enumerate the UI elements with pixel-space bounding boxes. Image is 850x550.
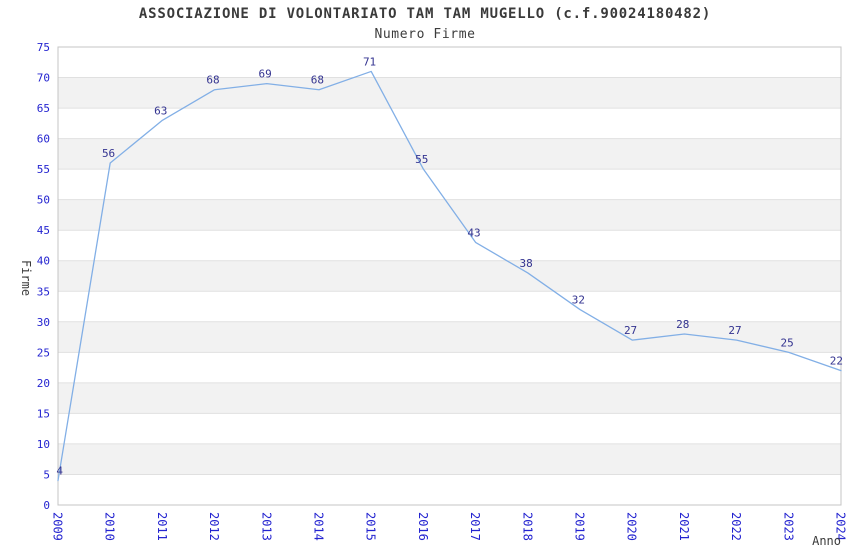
y-tick-label: 20: [37, 377, 50, 390]
point-label: 69: [259, 68, 272, 81]
x-tick-label: 2016: [416, 512, 430, 541]
plot-band: [58, 138, 841, 170]
x-tick-label: 2018: [520, 512, 534, 541]
plot-bands: [58, 47, 841, 505]
point-label: 22: [830, 355, 843, 368]
plot-band: [58, 230, 841, 261]
x-tick-label: 2020: [625, 512, 639, 541]
plot-band: [58, 474, 841, 505]
plot-band: [58, 260, 841, 292]
x-tick-labels: 2009 2010 2011 2012 2013 2014 2015 2016 2017 2018…: [51, 512, 848, 541]
point-label: 68: [206, 74, 219, 87]
chart-title: ASSOCIAZIONE DI VOLONTARIATO TAM TAM MUG…: [138, 6, 712, 22]
y-tick-label: 25: [37, 346, 50, 359]
y-tick-label: 0: [43, 499, 50, 512]
plot-band: [58, 321, 841, 353]
plot-border: [57, 46, 842, 506]
y-tick-label: 65: [37, 102, 50, 115]
x-tick-label: 2010: [103, 512, 117, 541]
y-tick-label: 70: [37, 72, 50, 85]
y-tick-label: 55: [37, 163, 50, 176]
y-tick-label: 30: [37, 316, 50, 329]
point-label: 4: [56, 465, 63, 478]
plot-band: [58, 443, 841, 475]
plot-band: [58, 47, 841, 78]
data-line: [57, 70, 842, 482]
plot-band: [58, 291, 841, 322]
point-label: 27: [624, 324, 637, 337]
y-tick-label: 10: [37, 438, 50, 451]
y-tick-label: 35: [37, 285, 50, 298]
x-tick-label: 2019: [573, 512, 587, 541]
plot-band: [58, 413, 841, 444]
point-labels: 4 56 63 68 69 68 71 55 43 38 32 27 28 27 25 22: [56, 55, 843, 477]
x-tick-label: 2022: [729, 512, 743, 541]
plot-band: [58, 382, 841, 414]
point-label: 43: [467, 226, 480, 239]
x-axis-title: Anno: [812, 534, 841, 548]
plot-band: [58, 77, 841, 109]
plot-band: [58, 108, 841, 139]
x-tick-label: 2023: [781, 512, 795, 541]
point-label: 71: [363, 55, 376, 68]
y-tick-label: 50: [37, 194, 50, 207]
point-label: 32: [572, 294, 585, 307]
point-label: 27: [728, 324, 741, 337]
point-label: 28: [676, 318, 689, 331]
x-tick-label: 2011: [155, 512, 169, 541]
point-label: 56: [102, 147, 115, 160]
y-tick-label: 40: [37, 255, 50, 268]
point-label: 63: [154, 104, 167, 117]
y-tick-labels: 0 5 10 15 20 25 30 35 40 45 50 55 60 65 70 75: [37, 41, 50, 512]
x-tick-label: 2017: [468, 512, 482, 541]
point-label: 55: [415, 153, 428, 166]
x-tick-label: 2024: [834, 512, 848, 541]
x-tick-label: 2013: [259, 512, 273, 541]
x-tick-label: 2015: [364, 512, 378, 541]
y-tick-label: 75: [37, 41, 50, 54]
y-tick-label: 15: [37, 407, 50, 420]
point-label: 38: [520, 257, 533, 270]
plot-band: [58, 169, 841, 200]
chart-subtitle: Numero Firme: [374, 27, 476, 42]
x-tick-label: 2021: [677, 512, 691, 541]
x-tick-label: 2012: [207, 512, 221, 541]
plot-band: [58, 352, 841, 383]
y-tick-label: 5: [43, 468, 50, 481]
y-tick-label: 60: [37, 133, 50, 146]
x-tick-label: 2014: [312, 512, 326, 541]
y-axis-title: Firme: [19, 260, 33, 296]
point-label: 25: [781, 336, 794, 349]
x-tick-label: 2009: [51, 512, 65, 541]
plot-band: [58, 199, 841, 231]
y-tick-label: 45: [37, 224, 50, 237]
point-label: 68: [311, 74, 324, 87]
